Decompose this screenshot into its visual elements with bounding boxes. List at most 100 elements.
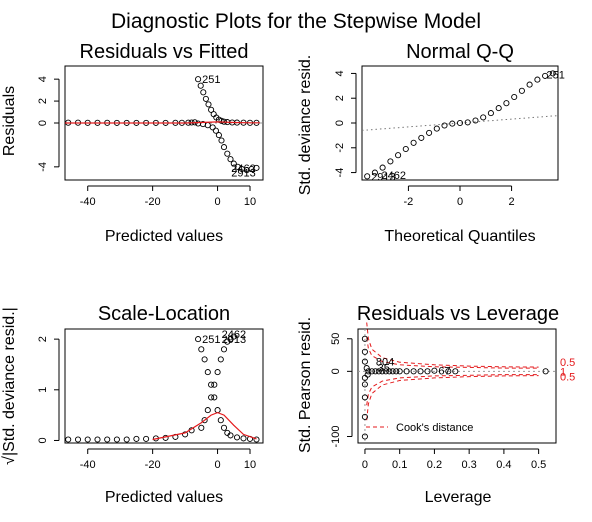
data-point — [211, 381, 218, 388]
y-tick-label: 4 — [334, 70, 346, 76]
data-point — [379, 164, 386, 171]
data-point — [518, 87, 525, 94]
data-point — [65, 436, 72, 443]
data-point — [94, 436, 101, 443]
point-label: 2913 — [231, 167, 255, 179]
data-point — [215, 132, 222, 139]
data-point — [449, 120, 456, 127]
data-point — [549, 70, 556, 77]
data-point — [365, 368, 372, 375]
data-point — [542, 72, 549, 79]
data-point — [233, 434, 241, 441]
x-tick-label: 0.1 — [392, 459, 407, 471]
point-label: 35 — [378, 362, 390, 374]
data-point — [240, 435, 247, 442]
data-point — [389, 368, 396, 375]
data-point — [426, 129, 433, 136]
point-label: 2462 — [382, 170, 406, 182]
data-point — [133, 435, 140, 442]
y-axis-label-residuals-vs-leverage: Std. Pearson resid. — [297, 317, 314, 453]
data-point — [534, 76, 541, 83]
data-point — [363, 365, 370, 372]
x-tick-label: 0 — [362, 459, 368, 471]
data-point — [361, 358, 368, 365]
panel-normal-qq: Normal Q-Q Theoretical Quantiles Std. de… — [297, 41, 565, 245]
plot-frame-residuals-vs-leverage — [357, 328, 557, 444]
data-point — [198, 424, 205, 431]
panel-scale-location: Scale-Location Predicted values √|Std. d… — [1, 303, 264, 506]
point-label: 67 — [438, 366, 450, 378]
x-axis-label-scale-location: Predicted values — [105, 489, 223, 506]
x-tick-label: 10 — [244, 196, 256, 208]
data-point — [227, 432, 234, 439]
data-point — [224, 150, 231, 157]
cooks-distance-level-label: 0.5 — [560, 357, 575, 369]
data-point — [230, 333, 237, 340]
data-point — [417, 368, 424, 375]
data-point — [386, 368, 393, 375]
y-axis-label-normal-qq: Std. deviance resid. — [297, 55, 314, 196]
data-point — [361, 348, 368, 355]
x-tick-label: 0.5 — [531, 459, 546, 471]
point-label: 2462 — [222, 329, 246, 341]
panel-title-scale-location: Scale-Location — [98, 303, 230, 325]
cooks-distance-contour — [366, 375, 539, 421]
data-point — [487, 110, 494, 117]
data-point — [218, 137, 225, 144]
data-point — [361, 413, 368, 420]
data-point — [364, 371, 371, 378]
point-label: 2913 — [222, 334, 246, 346]
main-title: Diagnostic Plots for the Stepwise Model — [111, 10, 481, 33]
x-tick-label: 0.2 — [427, 459, 442, 471]
y-tick-label: 2 — [37, 98, 49, 104]
data-point — [403, 368, 410, 375]
data-point — [456, 119, 464, 127]
x-tick-label: -2 — [404, 196, 414, 208]
data-point — [198, 346, 205, 353]
smooth-line — [152, 411, 257, 441]
y-tick-label: -2 — [334, 143, 346, 153]
cooks-distance-contour — [366, 322, 539, 368]
data-point — [393, 368, 400, 375]
data-point — [396, 368, 403, 375]
plot-frame-normal-qq — [361, 65, 559, 181]
x-tick-label: -20 — [145, 459, 161, 471]
data-point — [431, 367, 438, 374]
panel-residuals-vs-leverage: Residuals vs Leverage Leverage Std. Pear… — [297, 303, 575, 506]
data-point — [472, 117, 479, 124]
data-point — [230, 160, 237, 167]
data-point — [204, 122, 211, 129]
y-tick-label: 1 — [37, 387, 49, 393]
data-point — [113, 436, 120, 443]
data-point — [208, 106, 215, 113]
data-point — [200, 89, 207, 96]
cooks-distance-level-label: 0.5 — [560, 372, 575, 384]
point-label: 251 — [202, 334, 220, 346]
data-point — [372, 368, 379, 375]
data-point — [452, 368, 459, 375]
data-point — [361, 394, 368, 401]
data-point — [361, 381, 368, 388]
data-point — [209, 124, 216, 131]
data-point — [217, 417, 224, 424]
data-point — [375, 368, 382, 375]
data-point — [410, 139, 417, 146]
data-point — [220, 144, 228, 151]
x-tick-label: 0.4 — [496, 459, 511, 471]
data-point — [84, 436, 91, 443]
data-point — [202, 95, 209, 102]
data-point — [217, 356, 224, 363]
point-label: 2462 — [231, 163, 255, 175]
data-point — [395, 152, 402, 159]
data-point — [204, 407, 211, 414]
data-point — [214, 369, 221, 376]
data-point — [212, 127, 219, 134]
panel-residuals-vs-fitted: Residuals vs Fitted Predicted values Res… — [1, 41, 264, 245]
y-axis-label-scale-location: √|Std. deviance resid.| — [1, 307, 18, 465]
y-tick-label: 50 — [330, 333, 342, 345]
x-tick-label: -20 — [145, 196, 161, 208]
data-point — [495, 105, 502, 112]
point-label: 251 — [202, 74, 220, 86]
